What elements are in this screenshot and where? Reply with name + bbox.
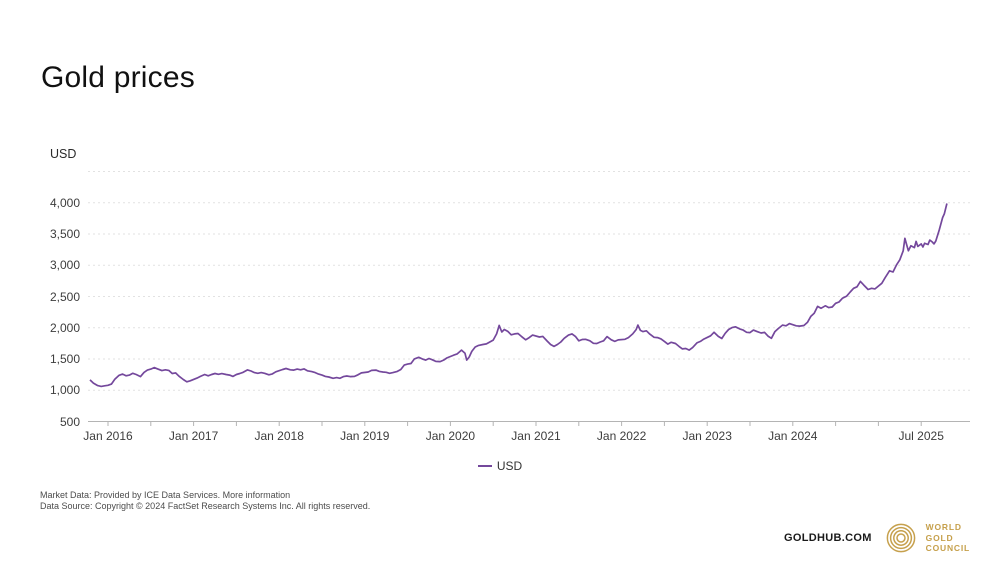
- market-data-text: Market Data: Provided by ICE Data Servic…: [40, 490, 221, 500]
- chart-legend: USD: [0, 459, 1000, 473]
- y-axis-tick-label: 3,500: [49, 227, 80, 241]
- world-gold-council-wordmark: WORLD GOLD COUNCIL: [926, 522, 970, 554]
- goldhub-wordmark[interactable]: GOLDHUB.COM: [784, 532, 872, 544]
- x-axis-tick-label: Jan 2016: [83, 429, 133, 443]
- wgc-line-council: COUNCIL: [925, 543, 970, 554]
- branding-area: GOLDHUB.COM WORLD GOLD COUNCIL: [784, 521, 970, 555]
- x-axis-tick-label: Jan 2018: [254, 429, 304, 443]
- y-axis-tick-label: 500: [59, 414, 80, 429]
- wgc-line-gold: GOLD: [925, 532, 954, 543]
- x-axis-tick-label: Jan 2024: [768, 429, 818, 443]
- data-source-line: Data Source: Copyright © 2024 FactSet Re…: [40, 500, 371, 511]
- world-gold-council-rings-icon: [886, 523, 916, 553]
- legend-series-label[interactable]: USD: [496, 459, 523, 473]
- wgc-line-world: WORLD: [925, 522, 962, 533]
- x-axis-tick-label: Jan 2021: [511, 429, 561, 443]
- y-axis-tick-label: 1,500: [49, 352, 80, 366]
- x-axis-tick-label: Jan 2017: [168, 429, 219, 443]
- y-axis-tick-label: 4,000: [49, 195, 80, 210]
- y-axis-tick-label: 2,000: [49, 320, 80, 335]
- x-axis-tick-label: Jan 2023: [682, 429, 732, 443]
- y-axis-tick-label: 1,000: [49, 383, 80, 398]
- legend-line-swatch-icon: [477, 464, 492, 468]
- x-axis-tick-label: Jan 2022: [596, 429, 647, 443]
- x-axis-tick-label: Jan 2019: [340, 429, 390, 443]
- y-axis-unit-label: USD: [50, 147, 77, 161]
- y-axis-tick-label: 2,500: [49, 289, 80, 304]
- page-title: Gold prices: [41, 61, 195, 95]
- y-axis-tick-label: 3,000: [49, 258, 80, 273]
- more-information-link[interactable]: More information: [222, 490, 291, 500]
- usd-price-line[interactable]: [89, 203, 948, 388]
- chart-footer: Market Data: Provided by ICE Data Servic…: [40, 490, 370, 512]
- x-axis-tick-label: Jul 2025: [898, 429, 944, 443]
- x-axis-tick-label: Jan 2020: [425, 429, 476, 443]
- market-data-line: Market Data: Provided by ICE Data Servic…: [40, 490, 370, 501]
